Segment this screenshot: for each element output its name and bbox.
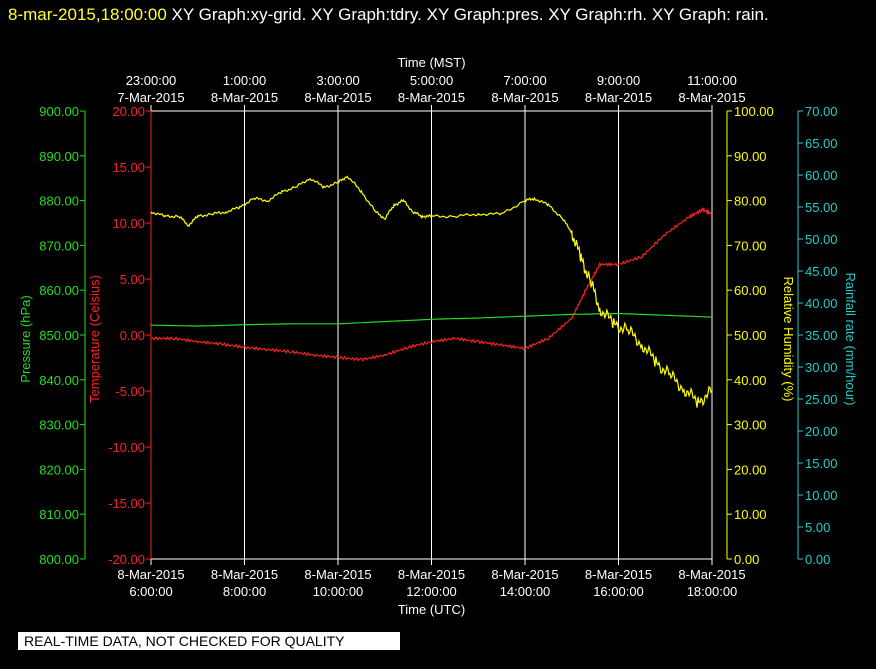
x-tick-label-bottom-time: 14:00:00 [500, 584, 551, 599]
temperature-tick-label: -5.00 [115, 384, 145, 399]
rainfall-tick-label: 20.00 [805, 424, 838, 439]
humidity-tick-label: 100.00 [734, 104, 774, 119]
humidity-tick-label: 60.00 [734, 283, 767, 298]
x-tick-label-top-date: 8-Mar-2015 [678, 90, 745, 105]
temperature-tick-label: 5.00 [120, 272, 145, 287]
temperature-axis-label: Temperature (Celsius) [87, 275, 102, 403]
pressure-axis-label: Pressure (hPa) [18, 295, 33, 382]
humidity-tick-label: 80.00 [734, 194, 767, 209]
temperature-tick-label: 10.00 [112, 216, 145, 231]
humidity-tick-label: 40.00 [734, 373, 767, 388]
x-tick-label-top-date: 8-Mar-2015 [304, 90, 371, 105]
rainfall-tick-label: 50.00 [805, 232, 838, 247]
humidity-tick-label: 30.00 [734, 418, 767, 433]
x-tick-label-top-date: 8-Mar-2015 [585, 90, 652, 105]
x-tick-label-bottom-date: 8-Mar-2015 [398, 567, 465, 582]
header-date: 8-mar-2015,18:00:00 [8, 5, 167, 24]
x-tick-label-bottom-date: 8-Mar-2015 [491, 567, 558, 582]
x-tick-label-bottom-date: 8-Mar-2015 [117, 567, 184, 582]
humidity-tick-label: 0.00 [734, 552, 759, 567]
humidity-tick-label: 20.00 [734, 462, 767, 477]
pressure-tick-label: 880.00 [39, 194, 79, 209]
humidity-axis-label: Relative Humidity (%) [781, 277, 796, 402]
pressure-tick-label: 900.00 [39, 104, 79, 119]
x-tick-label-top-time: 23:00:00 [126, 73, 177, 88]
rainfall-tick-label: 55.00 [805, 200, 838, 215]
x-axis-label-bottom: Time (UTC) [398, 602, 465, 617]
x-tick-label-top-time: 9:00:00 [597, 73, 640, 88]
header-title: XY Graph:xy-grid. XY Graph:tdry. XY Grap… [166, 5, 769, 24]
rainfall-tick-label: 5.00 [805, 520, 830, 535]
humidity-tick-label: 10.00 [734, 507, 767, 522]
pressure-tick-label: 890.00 [39, 149, 79, 164]
x-tick-label-bottom-time: 8:00:00 [223, 584, 266, 599]
humidity-tick-label: 50.00 [734, 328, 767, 343]
x-tick-label-top-time: 3:00:00 [316, 73, 359, 88]
x-tick-label-top-time: 1:00:00 [223, 73, 266, 88]
x-tick-label-bottom-date: 8-Mar-2015 [585, 567, 652, 582]
graph-header: 8-mar-2015,18:00:00 XY Graph:xy-grid. XY… [8, 2, 858, 28]
rainfall-tick-label: 45.00 [805, 264, 838, 279]
x-tick-label-bottom-time: 10:00:00 [313, 584, 364, 599]
rainfall-tick-label: 15.00 [805, 456, 838, 471]
pressure-tick-label: 820.00 [39, 462, 79, 477]
pressure-tick-label: 830.00 [39, 418, 79, 433]
pressure-tick-label: 810.00 [39, 507, 79, 522]
x-tick-label-top-date: 7-Mar-2015 [117, 90, 184, 105]
x-tick-label-bottom-time: 12:00:00 [406, 584, 457, 599]
pressure-tick-label: 800.00 [39, 552, 79, 567]
x-tick-label-bottom-date: 8-Mar-2015 [678, 567, 745, 582]
label-layer: 8-Mar-2015 6:00:00 23:00:00 7-Mar-2015 8-Mar… [18, 55, 858, 617]
temperature-tick-label: -15.00 [108, 496, 145, 511]
x-tick-label-top-date: 8-Mar-2015 [211, 90, 278, 105]
pressure-tick-label: 850.00 [39, 328, 79, 343]
rainfall-axis-label: Rainfall rate (mm/hour) [843, 273, 858, 406]
temperature-tick-label: 15.00 [112, 160, 145, 175]
rainfall-tick-label: 60.00 [805, 168, 838, 183]
x-tick-label-top-date: 8-Mar-2015 [398, 90, 465, 105]
pressure-tick-label: 860.00 [39, 283, 79, 298]
axes-layer [80, 105, 803, 565]
temperature-series-line [150, 206, 713, 362]
x-axis-label-top: Time (MST) [397, 55, 465, 70]
pressure-tick-label: 870.00 [39, 238, 79, 253]
temperature-tick-label: -20.00 [108, 552, 145, 567]
rainfall-tick-label: 65.00 [805, 136, 838, 151]
series-layer [150, 175, 713, 408]
x-tick-label-bottom-time: 18:00:00 [687, 584, 738, 599]
rainfall-tick-label: 10.00 [805, 488, 838, 503]
x-tick-label-top-time: 5:00:00 [410, 73, 453, 88]
humidity-tick-label: 70.00 [734, 238, 767, 253]
humidity-tick-label: 90.00 [734, 149, 767, 164]
x-tick-label-bottom-date: 8-Mar-2015 [304, 567, 371, 582]
quality-disclaimer: REAL-TIME DATA, NOT CHECKED FOR QUALITY [18, 632, 400, 650]
x-tick-label-bottom-time: 16:00:00 [593, 584, 644, 599]
pressure-series-line [150, 312, 713, 327]
rainfall-tick-label: 40.00 [805, 296, 838, 311]
pressure-tick-label: 840.00 [39, 373, 79, 388]
x-tick-label-top-time: 11:00:00 [687, 73, 737, 88]
x-tick-label-bottom-time: 6:00:00 [129, 584, 172, 599]
rainfall-tick-label: 0.00 [805, 552, 830, 567]
rainfall-tick-label: 25.00 [805, 392, 838, 407]
rainfall-tick-label: 30.00 [805, 360, 838, 375]
x-tick-label-top-time: 7:00:00 [503, 73, 546, 88]
x-tick-label-bottom-date: 8-Mar-2015 [211, 567, 278, 582]
temperature-tick-label: 20.00 [112, 104, 145, 119]
temperature-tick-label: -10.00 [108, 440, 145, 455]
humidity-series-line [150, 175, 713, 408]
grid-layer [244, 111, 619, 559]
rainfall-tick-label: 35.00 [805, 328, 838, 343]
x-tick-label-top-date: 8-Mar-2015 [491, 90, 558, 105]
temperature-tick-label: 0.00 [120, 328, 145, 343]
rainfall-tick-label: 70.00 [805, 104, 838, 119]
